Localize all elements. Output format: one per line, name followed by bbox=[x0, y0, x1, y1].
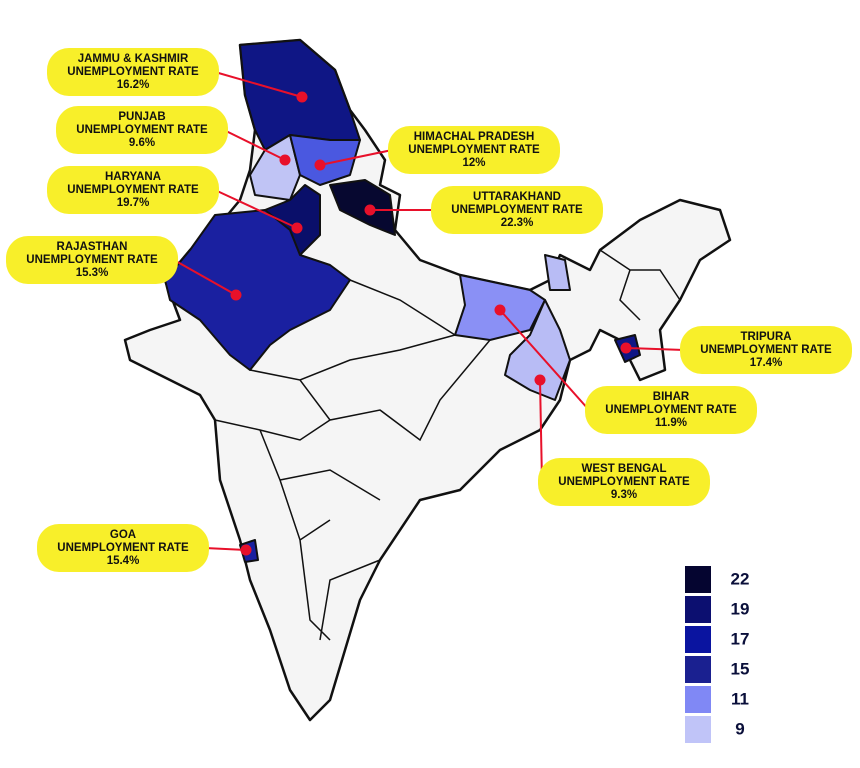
metric-label: UNEMPLOYMENT RATE bbox=[67, 66, 199, 78]
legend-label: 9 bbox=[735, 719, 744, 738]
rate-value: 17.4% bbox=[750, 357, 783, 369]
metric-label: UNEMPLOYMENT RATE bbox=[451, 204, 583, 216]
legend-label: 17 bbox=[731, 629, 750, 648]
callout-box bbox=[585, 386, 757, 434]
rate-value: 15.3% bbox=[76, 267, 109, 279]
leader-line bbox=[625, 347, 685, 351]
state-name: WEST BENGAL bbox=[582, 463, 667, 475]
state-name: HARYANA bbox=[105, 171, 161, 183]
state-name: RAJASTHAN bbox=[57, 241, 128, 253]
legend-label: 11 bbox=[731, 689, 749, 708]
state-name: BIHAR bbox=[653, 391, 690, 403]
rate-value: 11.9% bbox=[655, 417, 687, 429]
callout-box bbox=[6, 236, 178, 284]
leader-line bbox=[214, 189, 298, 229]
state-name: HIMACHAL PRADESH bbox=[414, 131, 535, 143]
state-shape bbox=[289, 134, 361, 186]
state-dot bbox=[620, 342, 632, 354]
state-dot bbox=[314, 159, 326, 171]
leader-line bbox=[223, 129, 286, 161]
state-dot bbox=[230, 289, 242, 301]
metric-label: UNEMPLOYMENT RATE bbox=[57, 542, 189, 554]
legend-swatch bbox=[685, 566, 711, 593]
metric-label: UNEMPLOYMENT RATE bbox=[67, 184, 199, 196]
callout-box bbox=[538, 458, 710, 506]
metric-label: UNEMPLOYMENT RATE bbox=[76, 124, 208, 136]
state-dot bbox=[296, 91, 308, 103]
callout-box bbox=[388, 126, 560, 174]
rate-value: 22.3% bbox=[501, 217, 534, 229]
state-name: UTTARAKHAND bbox=[473, 191, 561, 203]
legend-label: 15 bbox=[731, 659, 750, 678]
callout-box bbox=[56, 106, 228, 154]
rate-value: 15.4% bbox=[107, 555, 140, 567]
callout-box bbox=[47, 166, 219, 214]
rate-value: 19.7% bbox=[117, 197, 150, 209]
legend-swatch bbox=[685, 686, 711, 713]
state-shape bbox=[329, 179, 396, 236]
legend-swatch bbox=[685, 596, 711, 623]
state-dot bbox=[291, 222, 303, 234]
callout-box bbox=[37, 524, 209, 572]
legend-swatch bbox=[685, 716, 711, 743]
leader-line bbox=[204, 547, 247, 551]
rate-value: 12% bbox=[462, 157, 485, 169]
state-name: JAMMU & KASHMIR bbox=[78, 53, 189, 65]
leader-line bbox=[539, 379, 543, 483]
state-dot bbox=[494, 304, 506, 316]
leader-line bbox=[319, 149, 393, 166]
legend-swatch bbox=[685, 656, 711, 683]
metric-label: UNEMPLOYMENT RATE bbox=[605, 404, 737, 416]
internal-borders bbox=[214, 249, 681, 641]
metric-label: UNEMPLOYMENT RATE bbox=[558, 476, 690, 488]
legend-label: 22 bbox=[731, 569, 750, 588]
rate-value: 9.6% bbox=[129, 137, 155, 149]
rate-value: 9.3% bbox=[611, 489, 637, 501]
state-dot bbox=[534, 374, 546, 386]
metric-label: UNEMPLOYMENT RATE bbox=[408, 144, 540, 156]
leader-line bbox=[173, 259, 237, 296]
callout-box bbox=[431, 186, 603, 234]
callout-box bbox=[680, 326, 852, 374]
legend-label: 19 bbox=[731, 599, 750, 618]
leader-line bbox=[214, 71, 303, 98]
state-name: TRIPURA bbox=[740, 331, 791, 343]
state-shape bbox=[504, 254, 571, 401]
state-dot bbox=[240, 544, 252, 556]
state-name: PUNJAB bbox=[118, 111, 165, 123]
metric-label: UNEMPLOYMENT RATE bbox=[26, 254, 158, 266]
metric-label: UNEMPLOYMENT RATE bbox=[700, 344, 832, 356]
leader-line bbox=[499, 309, 590, 411]
state-dot bbox=[364, 204, 376, 216]
callout-box bbox=[47, 48, 219, 96]
state-dot bbox=[279, 154, 291, 166]
state-name: GOA bbox=[110, 529, 136, 541]
legend-swatch bbox=[685, 626, 711, 653]
rate-value: 16.2% bbox=[117, 79, 150, 91]
state-shape bbox=[164, 209, 351, 371]
